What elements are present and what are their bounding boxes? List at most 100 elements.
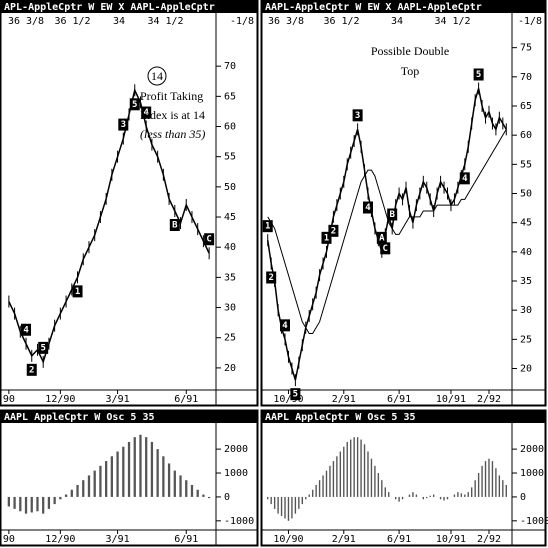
x-tick-label: 2/92 [477,394,501,405]
y-tick-label: 35 [224,272,236,283]
y-tick-label: -1000 [520,516,548,527]
top-label: 36 1/2 [54,16,90,27]
wave-label: 1 [324,233,329,243]
top-label: -1/8 [518,16,542,27]
y-tick-label: 70 [520,72,532,83]
wave-label: B [172,221,178,231]
x-tick-label: 12/90 [45,394,75,405]
y-tick-label: 25 [224,333,236,344]
y-tick-label: 65 [520,101,532,112]
x-tick-label: 2/91 [332,394,356,405]
header-title: AAPL AppleCptr W Osc 5 35 [265,412,416,423]
x-tick-label: 2/92 [477,534,501,545]
annotation-circle [147,66,167,86]
wave-label: 4 [143,108,149,118]
y-tick-label: 20 [520,364,532,375]
wave-label: C [206,235,211,245]
wave-label-box [21,323,32,336]
header-bar [261,0,546,13]
wave-label: C [383,244,388,254]
wave-label: 1 [265,222,270,232]
x-tick-label: 12/90 [45,534,75,545]
x-tick-label: 3/91 [106,534,130,545]
y-tick-label: 1000 [224,468,248,479]
y-tick-label: -1000 [224,516,254,527]
wave-label-box [459,172,470,185]
y-tick-label: 65 [224,91,236,102]
x-tick-label: 6/91 [387,534,411,545]
wave-label-box [262,220,273,233]
wave-label-box [321,231,332,244]
wave-label-box [204,233,215,246]
wave-label-box [473,68,484,81]
wave-label: 2 [268,273,273,283]
x-tick-label: 10/91 [436,394,466,405]
header-title: APL-AppleCptr W EW X AAPL-AppleCptr [4,2,215,13]
y-tick-label: 55 [520,159,532,170]
wave-label-box [328,224,339,237]
y-tick-label: 40 [520,247,532,258]
wave-label-box [169,219,180,231]
series-line [8,88,210,364]
top-label: 36 3/8 [8,16,44,27]
wave-label: 2 [29,365,34,375]
y-tick-label: 35 [520,276,532,287]
y-tick-label: 2000 [520,444,544,455]
annotation: Possible Double [371,44,449,58]
wave-label-box [387,208,398,221]
y-tick-label: 45 [520,218,532,229]
wave-label: 4 [23,325,29,335]
y-tick-label: 50 [520,189,532,200]
wave-label-box [141,106,152,119]
panel-frame [260,409,547,547]
wave-label: 4 [365,203,371,213]
wave-label-box [266,271,277,284]
wave-label: 5 [132,100,137,110]
y-tick-label: 2000 [224,444,248,455]
x-tick-label: 6/91 [174,394,198,405]
top-label: 36 3/8 [268,16,304,27]
header-bar [0,0,258,13]
y-tick-label: 0 [224,492,230,503]
x-tick-label: 2/91 [332,534,356,545]
wave-label-box [376,231,387,244]
x-tick-label: 10/90 [273,534,303,545]
x-tick-label: 90 [3,394,15,405]
wave-label-box [352,109,363,122]
wave-label-box [280,319,291,332]
wave-label: 5 [40,343,45,353]
y-tick-label: 1000 [520,468,544,479]
y-tick-label: 40 [224,242,236,253]
annotation: (less than 35) [140,127,205,141]
header-title: AAPL-AppleCptr W EW X AAPL-AppleCptr [265,2,482,13]
annotation: 14 [151,69,163,83]
y-tick-label: 70 [224,61,236,72]
header-bar [0,410,258,423]
x-tick-label: 3/91 [106,394,130,405]
wave-label: A [379,233,385,243]
wave-label: 2 [331,226,336,236]
wave-label: 5 [293,390,298,400]
y-tick-label: 0 [520,492,526,503]
y-tick-label: 30 [224,303,236,314]
y-tick-label: 20 [224,363,236,374]
wave-label-box [290,388,301,401]
annotation: Top [401,64,420,78]
panel-frame [260,0,547,407]
top-label: 34 1/2 [147,16,183,27]
top-label: -1/8 [230,16,254,27]
wave-label: 4 [462,174,468,184]
wave-label: 1 [75,287,80,297]
wave-label-box [118,118,129,131]
series-line [267,129,507,334]
wave-label: 3 [121,120,126,130]
wave-label: 4 [282,321,288,331]
annotation: Profit Taking [140,89,203,103]
x-tick-label: 10/90 [273,394,303,405]
y-tick-label: 25 [520,334,532,345]
wave-label-box [362,201,373,214]
x-tick-label: 10/91 [436,534,466,545]
x-tick-label: 6/91 [387,394,411,405]
wave-label: 5 [476,70,481,80]
